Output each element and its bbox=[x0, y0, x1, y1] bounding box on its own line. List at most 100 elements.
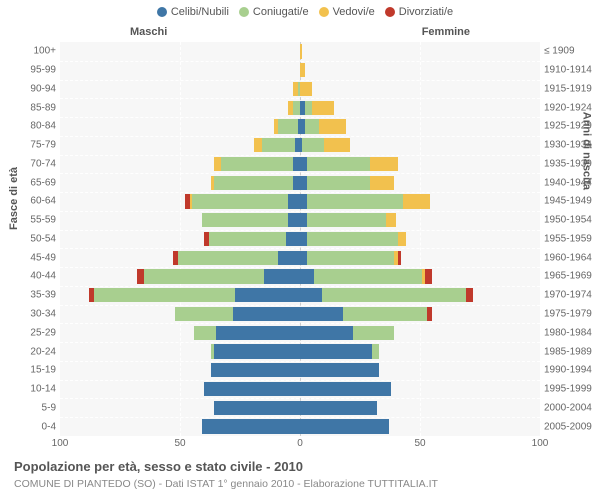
bar-segment-male bbox=[262, 138, 296, 152]
x-tick-label: 50 bbox=[174, 438, 185, 449]
age-label: 95-99 bbox=[6, 65, 56, 76]
age-row: 20-241985-1989 bbox=[60, 342, 540, 362]
bar-segment-female bbox=[300, 157, 307, 171]
bar-segment-male bbox=[274, 119, 279, 133]
bar-segment-female bbox=[307, 176, 369, 190]
birth-year-label: 2005-2009 bbox=[544, 421, 600, 432]
bar-segment-female bbox=[307, 232, 398, 246]
age-row: 55-591950-1954 bbox=[60, 211, 540, 231]
birth-year-label: 2000-2004 bbox=[544, 402, 600, 413]
bar-segment-male bbox=[293, 101, 300, 115]
age-label: 55-59 bbox=[6, 215, 56, 226]
bar-segment-male bbox=[190, 194, 192, 208]
bar-segment-female bbox=[427, 307, 432, 321]
bar-segment-female bbox=[300, 269, 314, 283]
bar-segment-female bbox=[370, 176, 394, 190]
bar-segment-female bbox=[300, 82, 312, 96]
age-label: 30-34 bbox=[6, 309, 56, 320]
bar-segment-female bbox=[466, 288, 473, 302]
bar-segment-female bbox=[300, 363, 379, 377]
birth-year-label: ≤ 1909 bbox=[544, 46, 600, 57]
birth-year-label: 1975-1979 bbox=[544, 309, 600, 320]
age-label: 100+ bbox=[6, 46, 56, 57]
age-label: 80-84 bbox=[6, 121, 56, 132]
x-tick-label: 50 bbox=[414, 438, 425, 449]
bar-segment-female bbox=[305, 101, 312, 115]
age-row: 50-541955-1959 bbox=[60, 230, 540, 250]
bar-segment-female bbox=[398, 232, 405, 246]
age-label: 45-49 bbox=[6, 252, 56, 263]
bar-segment-female bbox=[324, 138, 350, 152]
bar-segment-female bbox=[386, 213, 396, 227]
bar-segment-female bbox=[403, 194, 429, 208]
bar-segment-male bbox=[278, 251, 300, 265]
bar-segment-male bbox=[211, 176, 213, 190]
age-label: 60-64 bbox=[6, 196, 56, 207]
birth-year-label: 1935-1939 bbox=[544, 158, 600, 169]
birth-year-label: 1915-1919 bbox=[544, 83, 600, 94]
bar-segment-female bbox=[314, 269, 422, 283]
age-row: 30-341975-1979 bbox=[60, 305, 540, 325]
birth-year-label: 1910-1914 bbox=[544, 65, 600, 76]
age-label: 25-29 bbox=[6, 327, 56, 338]
birth-year-label: 1955-1959 bbox=[544, 233, 600, 244]
bar-segment-male bbox=[204, 232, 209, 246]
age-row: 10-141995-1999 bbox=[60, 380, 540, 400]
age-label: 20-24 bbox=[6, 346, 56, 357]
age-row: 45-491960-1964 bbox=[60, 248, 540, 268]
chart-title: Popolazione per età, sesso e stato civil… bbox=[14, 459, 303, 474]
age-row: 100+≤ 1909 bbox=[60, 42, 540, 62]
bar-segment-male bbox=[192, 194, 288, 208]
bar-segment-male bbox=[235, 288, 300, 302]
age-label: 5-9 bbox=[6, 402, 56, 413]
bar-segment-female bbox=[307, 194, 403, 208]
bar-segment-female bbox=[300, 419, 389, 433]
bar-segment-female bbox=[302, 138, 324, 152]
birth-year-label: 1965-1969 bbox=[544, 271, 600, 282]
bar-segment-female bbox=[343, 307, 427, 321]
bar-segment-female bbox=[312, 101, 334, 115]
bar-segment-male bbox=[293, 157, 300, 171]
age-label: 40-44 bbox=[6, 271, 56, 282]
age-row: 95-991910-1914 bbox=[60, 61, 540, 81]
bar-segment-female bbox=[300, 251, 307, 265]
bar-segment-male bbox=[214, 176, 293, 190]
bar-segment-male bbox=[209, 232, 286, 246]
bar-segment-female bbox=[307, 213, 386, 227]
bar-segment-female bbox=[322, 288, 466, 302]
bar-segment-female bbox=[370, 157, 399, 171]
age-row: 0-42005-2009 bbox=[60, 417, 540, 437]
bar-segment-male bbox=[293, 82, 298, 96]
bar-segment-male bbox=[233, 307, 300, 321]
age-row: 70-741935-1939 bbox=[60, 155, 540, 175]
birth-year-label: 1980-1984 bbox=[544, 327, 600, 338]
bar-segment-female bbox=[398, 251, 400, 265]
age-row: 60-641945-1949 bbox=[60, 192, 540, 212]
age-label: 35-39 bbox=[6, 290, 56, 301]
age-label: 70-74 bbox=[6, 158, 56, 169]
age-row: 65-691940-1944 bbox=[60, 173, 540, 193]
bar-segment-female bbox=[300, 194, 307, 208]
bar-segment-male bbox=[278, 119, 297, 133]
bar-segment-male bbox=[173, 251, 178, 265]
bar-segment-male bbox=[216, 326, 300, 340]
bar-segment-female bbox=[300, 63, 305, 77]
bar-segment-male bbox=[89, 288, 94, 302]
bar-segment-male bbox=[221, 157, 293, 171]
plot-area: 100+≤ 190995-991910-191490-941915-191985… bbox=[60, 42, 540, 436]
bar-segment-male bbox=[214, 344, 300, 358]
bar-segment-female bbox=[353, 326, 394, 340]
bar-segment-female bbox=[300, 382, 391, 396]
bar-segment-male bbox=[204, 382, 300, 396]
birth-year-label: 1950-1954 bbox=[544, 215, 600, 226]
age-label: 10-14 bbox=[6, 384, 56, 395]
age-row: 15-191990-1994 bbox=[60, 361, 540, 381]
legend-swatch bbox=[385, 7, 395, 17]
age-row: 85-891920-1924 bbox=[60, 98, 540, 118]
birth-year-label: 1970-1974 bbox=[544, 290, 600, 301]
bar-segment-male bbox=[288, 194, 300, 208]
bar-segment-male bbox=[286, 232, 300, 246]
age-label: 50-54 bbox=[6, 233, 56, 244]
bar-segment-male bbox=[175, 307, 233, 321]
bar-segment-female bbox=[300, 326, 353, 340]
